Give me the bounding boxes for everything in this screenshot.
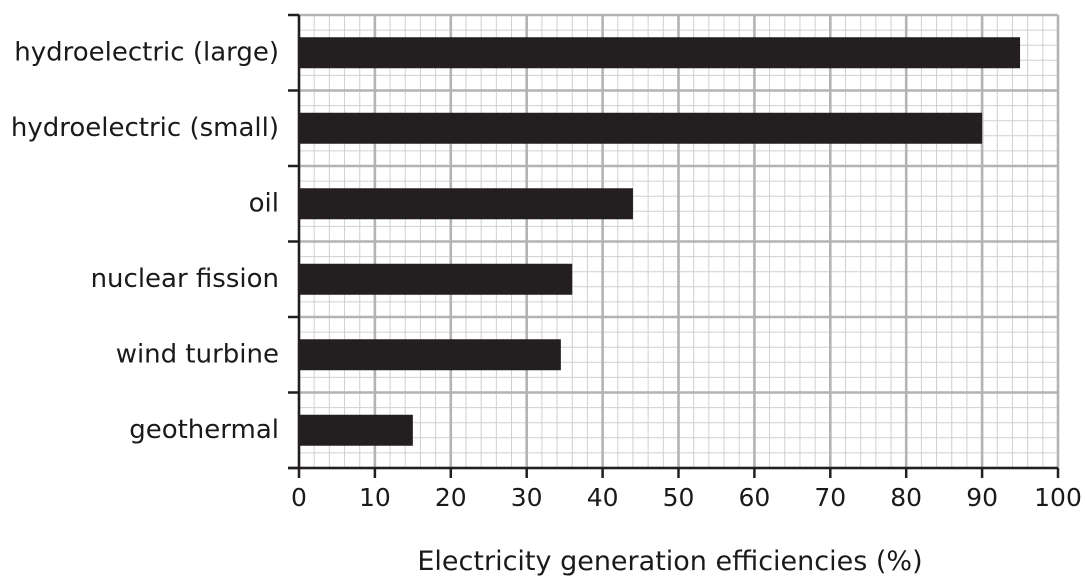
major-grid xyxy=(297,13,1060,470)
bar xyxy=(299,37,1021,69)
x-tick-label: 40 xyxy=(587,483,619,512)
category-label: hydroelectric (large) xyxy=(14,37,279,67)
axes xyxy=(288,13,1060,478)
bar xyxy=(299,339,561,371)
category-label: oil xyxy=(249,188,279,218)
x-tick-label: 10 xyxy=(359,483,391,512)
x-tick-labels: 0 10 20 30 40 50 60 70 80 90 100 xyxy=(291,483,1082,512)
x-tick-label: 70 xyxy=(814,483,846,512)
bar xyxy=(299,414,413,446)
category-label: geothermal xyxy=(129,415,279,445)
x-tick-label: 30 xyxy=(511,483,543,512)
category-label: hydroelectric (small) xyxy=(11,113,279,143)
x-tick-label: 90 xyxy=(966,483,998,512)
bar xyxy=(299,112,983,144)
x-tick-label: 20 xyxy=(435,483,467,512)
category-label: nuclear fission xyxy=(91,264,279,294)
bar xyxy=(299,188,633,220)
bars xyxy=(299,37,1021,446)
category-labels: hydroelectric (large) hydroelectric (smal… xyxy=(11,37,279,445)
x-tick-label: 80 xyxy=(890,483,922,512)
category-label: wind turbine xyxy=(116,339,279,369)
x-tick-label: 50 xyxy=(663,483,695,512)
x-tick-label: 60 xyxy=(738,483,770,512)
x-tick-label: 0 xyxy=(291,483,307,512)
bar xyxy=(299,263,573,295)
x-tick-label: 100 xyxy=(1034,483,1082,512)
x-axis-title: Electricity generation efficiencies (%) xyxy=(417,546,922,577)
